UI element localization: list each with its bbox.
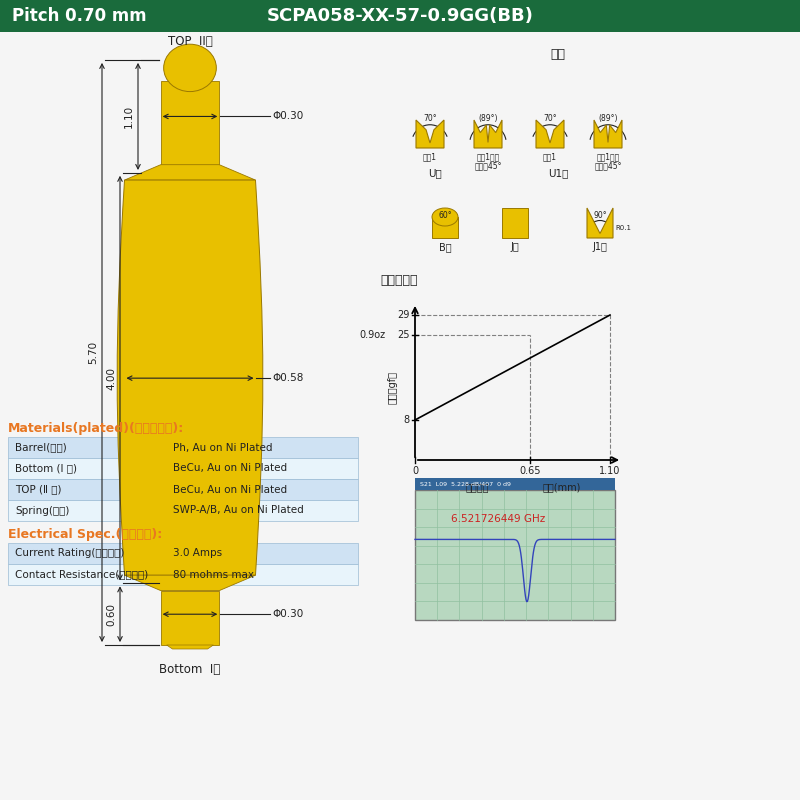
Bar (8, 458, 358, 479)
PathPatch shape (117, 180, 263, 575)
Text: SCPA058-XX-57-0.9GG(BB): SCPA058-XX-57-0.9GG(BB) (266, 7, 534, 25)
Bar (415, 490, 615, 620)
Text: S21  L09  5.228 dB/407  0 d9: S21 L09 5.228 dB/407 0 d9 (420, 482, 511, 486)
Text: Contact Resistance(接触电阻): Contact Resistance(接触电阻) (15, 570, 148, 579)
Text: Bottom (Ⅰ 头): Bottom (Ⅰ 头) (15, 463, 77, 474)
Text: 6.521726449 GHz: 6.521726449 GHz (451, 514, 546, 524)
Polygon shape (161, 590, 219, 645)
Text: 5.70: 5.70 (88, 341, 98, 364)
Polygon shape (536, 120, 564, 148)
Text: Barrel(针管): Barrel(针管) (15, 442, 66, 453)
Text: B头: B头 (438, 242, 451, 252)
Ellipse shape (432, 208, 458, 226)
Text: 视图1沿轴
线旋转45°: 视图1沿轴 线旋转45° (474, 152, 502, 170)
Text: U头: U头 (428, 168, 442, 178)
Text: 头型: 头型 (550, 48, 565, 61)
Text: 8: 8 (404, 415, 410, 425)
Bar (432, 217, 458, 238)
Bar (415, 478, 615, 490)
Bar (0, 0, 800, 32)
Text: 25: 25 (398, 330, 410, 340)
Polygon shape (587, 208, 613, 238)
Polygon shape (594, 120, 622, 148)
Polygon shape (166, 645, 214, 649)
Text: Ph, Au on Ni Plated: Ph, Au on Ni Plated (173, 442, 273, 453)
Bar (502, 208, 528, 238)
Text: 视图1: 视图1 (423, 152, 437, 161)
Bar (8, 437, 358, 458)
Text: Φ0.30: Φ0.30 (272, 111, 303, 122)
Text: U1头: U1头 (548, 168, 568, 178)
Text: 1.10: 1.10 (599, 466, 621, 476)
Text: (89°): (89°) (478, 114, 498, 122)
Text: J头: J头 (510, 242, 519, 252)
Text: Current Rating(额定电流): Current Rating(额定电流) (15, 549, 124, 558)
Text: 弹力冲程图: 弹力冲程图 (380, 274, 418, 287)
Text: Φ0.58: Φ0.58 (272, 373, 303, 383)
Text: 80 mohms max: 80 mohms max (173, 570, 254, 579)
Text: 70°: 70° (423, 114, 437, 122)
Text: J1头: J1头 (593, 242, 607, 252)
Text: 1.10: 1.10 (124, 105, 134, 128)
Text: 90°: 90° (593, 210, 607, 219)
Text: 0.60: 0.60 (106, 602, 116, 626)
Text: 60°: 60° (438, 210, 452, 219)
Text: Φ0.30: Φ0.30 (272, 610, 303, 619)
Text: 29: 29 (398, 310, 410, 320)
Text: 0.65: 0.65 (519, 466, 541, 476)
Ellipse shape (164, 44, 216, 91)
Bar (8, 543, 358, 564)
Text: Bottom  I头: Bottom I头 (159, 663, 221, 676)
Text: R0.1: R0.1 (615, 225, 631, 230)
Bar (8, 500, 358, 521)
Text: BeCu, Au on Ni Plated: BeCu, Au on Ni Plated (173, 463, 287, 474)
Text: TOP  II头: TOP II头 (168, 35, 212, 48)
Polygon shape (125, 165, 255, 180)
Text: BeCu, Au on Ni Plated: BeCu, Au on Ni Plated (173, 485, 287, 494)
Text: Pitch 0.70 mm: Pitch 0.70 mm (12, 7, 146, 25)
Text: Spring(弹弓): Spring(弹弓) (15, 506, 70, 515)
Text: TOP (Ⅱ 头): TOP (Ⅱ 头) (15, 485, 62, 494)
Text: (89°): (89°) (598, 114, 618, 122)
Text: 视图1: 视图1 (543, 152, 557, 161)
Polygon shape (125, 575, 255, 590)
Polygon shape (416, 120, 444, 148)
Text: 视图1沿轴
线旋转45°: 视图1沿轴 线旋转45° (594, 152, 622, 170)
Bar (8, 479, 358, 500)
Text: 行程(mm): 行程(mm) (542, 482, 581, 492)
Text: 70°: 70° (543, 114, 557, 122)
Text: 0.9oz: 0.9oz (359, 330, 385, 340)
Polygon shape (161, 81, 219, 165)
Text: Materials(plated)(材质与镶层):: Materials(plated)(材质与镶层): (8, 422, 184, 435)
Text: 4.00: 4.00 (106, 366, 116, 390)
Text: 弹力（gf）: 弹力（gf） (388, 371, 398, 404)
Text: 3.0 Amps: 3.0 Amps (173, 549, 222, 558)
Bar (8, 564, 358, 585)
Text: 额定冲程: 额定冲程 (466, 482, 489, 492)
Text: 0: 0 (412, 466, 418, 476)
Text: Electrical Spec.(电子参数):: Electrical Spec.(电子参数): (8, 528, 162, 541)
Polygon shape (474, 120, 502, 148)
Text: SWP-A/B, Au on Ni Plated: SWP-A/B, Au on Ni Plated (173, 506, 304, 515)
